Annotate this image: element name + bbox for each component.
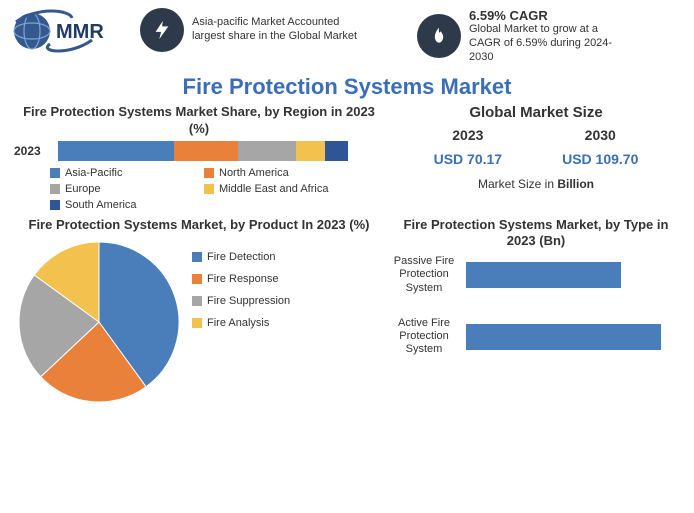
legend-label: Europe bbox=[65, 183, 100, 195]
region-chart-title: Fire Protection Systems Market Share, by… bbox=[14, 104, 384, 137]
region-row-label: 2023 bbox=[14, 144, 50, 158]
hbar-label: Active Fire Protection System bbox=[388, 317, 466, 357]
hbar-track bbox=[466, 324, 676, 350]
legend-item: South America bbox=[50, 199, 190, 211]
gms-val-0: USD 70.17 bbox=[434, 151, 502, 167]
flame-icon bbox=[429, 26, 449, 46]
header: MMR Asia-pacific Market Accounted larges… bbox=[0, 0, 694, 68]
hbar-track bbox=[466, 262, 676, 288]
legend-item: Middle East and Africa bbox=[204, 183, 344, 195]
region-seg bbox=[296, 141, 325, 161]
badge-left: Asia-pacific Market Accounted largest sh… bbox=[140, 8, 407, 52]
gms-year-1: 2030 bbox=[562, 127, 638, 143]
legend-item: Asia-Pacific bbox=[50, 167, 190, 179]
logo-text: MMR bbox=[56, 21, 104, 43]
bolt-icon bbox=[151, 19, 173, 41]
pie-svg bbox=[14, 237, 184, 407]
hbar-bar bbox=[466, 262, 621, 288]
region-legend: Asia-Pacific North America Europe Middle Ea… bbox=[14, 167, 384, 211]
main-title: Fire Protection Systems Market bbox=[0, 74, 694, 100]
product-chart: Fire Protection Systems Market, by Produ… bbox=[14, 217, 384, 407]
legend-swatch bbox=[50, 184, 60, 194]
legend-swatch bbox=[204, 184, 214, 194]
legend-swatch bbox=[192, 296, 202, 306]
legend-item: Fire Suppression bbox=[192, 295, 290, 307]
flame-badge bbox=[417, 14, 461, 58]
globe-logo-icon: MMR bbox=[10, 8, 120, 54]
bolt-badge bbox=[140, 8, 184, 52]
type-hbar-wrap: Passive Fire Protection System Active Fir… bbox=[388, 255, 684, 356]
gms-year-0: 2023 bbox=[434, 127, 502, 143]
hbar-label: Passive Fire Protection System bbox=[388, 255, 466, 295]
legend-label: Fire Analysis bbox=[207, 317, 269, 329]
legend-swatch bbox=[192, 274, 202, 284]
mmr-logo: MMR bbox=[10, 8, 130, 54]
type-chart-title: Fire Protection Systems Market, by Type … bbox=[388, 217, 684, 250]
legend-label: Middle East and Africa bbox=[219, 183, 328, 195]
legend-item: Fire Detection bbox=[192, 251, 290, 263]
legend-swatch bbox=[192, 318, 202, 328]
badge-left-text: Asia-pacific Market Accounted largest sh… bbox=[192, 16, 362, 44]
gms-note-prefix: Market Size in bbox=[478, 177, 557, 191]
legend-swatch bbox=[192, 252, 202, 262]
gms-note: Market Size in Billion bbox=[478, 177, 594, 191]
gms-val-1: USD 109.70 bbox=[562, 151, 638, 167]
region-stackbar-track bbox=[58, 141, 348, 161]
content-grid: Fire Protection Systems Market Share, by… bbox=[0, 104, 694, 413]
legend-swatch bbox=[50, 168, 60, 178]
region-seg bbox=[58, 141, 174, 161]
gms-title: Global Market Size bbox=[469, 104, 602, 121]
legend-label: North America bbox=[219, 167, 289, 179]
product-chart-title: Fire Protection Systems Market, by Produ… bbox=[14, 217, 384, 233]
badge-right: 6.59% CAGR Global Market to grow at a CA… bbox=[417, 8, 684, 64]
region-chart: Fire Protection Systems Market Share, by… bbox=[14, 104, 384, 211]
gms-row: 2023 USD 70.17 2030 USD 109.70 bbox=[434, 127, 639, 167]
region-seg bbox=[174, 141, 238, 161]
region-seg bbox=[325, 141, 348, 161]
global-market-size: Global Market Size 2023 USD 70.17 2030 U… bbox=[388, 104, 684, 211]
legend-label: Asia-Pacific bbox=[65, 167, 122, 179]
page: MMR Asia-pacific Market Accounted larges… bbox=[0, 0, 694, 513]
gms-note-bold: Billion bbox=[557, 177, 594, 191]
hbar-row: Passive Fire Protection System bbox=[388, 255, 684, 295]
gms-col-2030: 2030 USD 109.70 bbox=[562, 127, 638, 167]
gms-col-2023: 2023 USD 70.17 bbox=[434, 127, 502, 167]
legend-label: Fire Response bbox=[207, 273, 279, 285]
type-chart: Fire Protection Systems Market, by Type … bbox=[388, 217, 684, 407]
legend-label: Fire Detection bbox=[207, 251, 275, 263]
legend-swatch bbox=[50, 200, 60, 210]
legend-label: Fire Suppression bbox=[207, 295, 290, 307]
legend-item: North America bbox=[204, 167, 344, 179]
legend-item: Fire Analysis bbox=[192, 317, 290, 329]
product-pie bbox=[14, 237, 184, 407]
region-stackbar: 2023 bbox=[14, 141, 384, 161]
legend-swatch bbox=[204, 168, 214, 178]
badge-right-text: Global Market to grow at a CAGR of 6.59%… bbox=[469, 23, 619, 64]
product-legend: Fire Detection Fire Response Fire Suppress… bbox=[192, 251, 290, 329]
legend-item: Fire Response bbox=[192, 273, 290, 285]
region-seg bbox=[238, 141, 296, 161]
hbar-row: Active Fire Protection System bbox=[388, 317, 684, 357]
legend-label: South America bbox=[65, 199, 137, 211]
legend-item: Europe bbox=[50, 183, 190, 195]
badge-right-headline: 6.59% CAGR bbox=[469, 8, 619, 23]
hbar-bar bbox=[466, 324, 661, 350]
